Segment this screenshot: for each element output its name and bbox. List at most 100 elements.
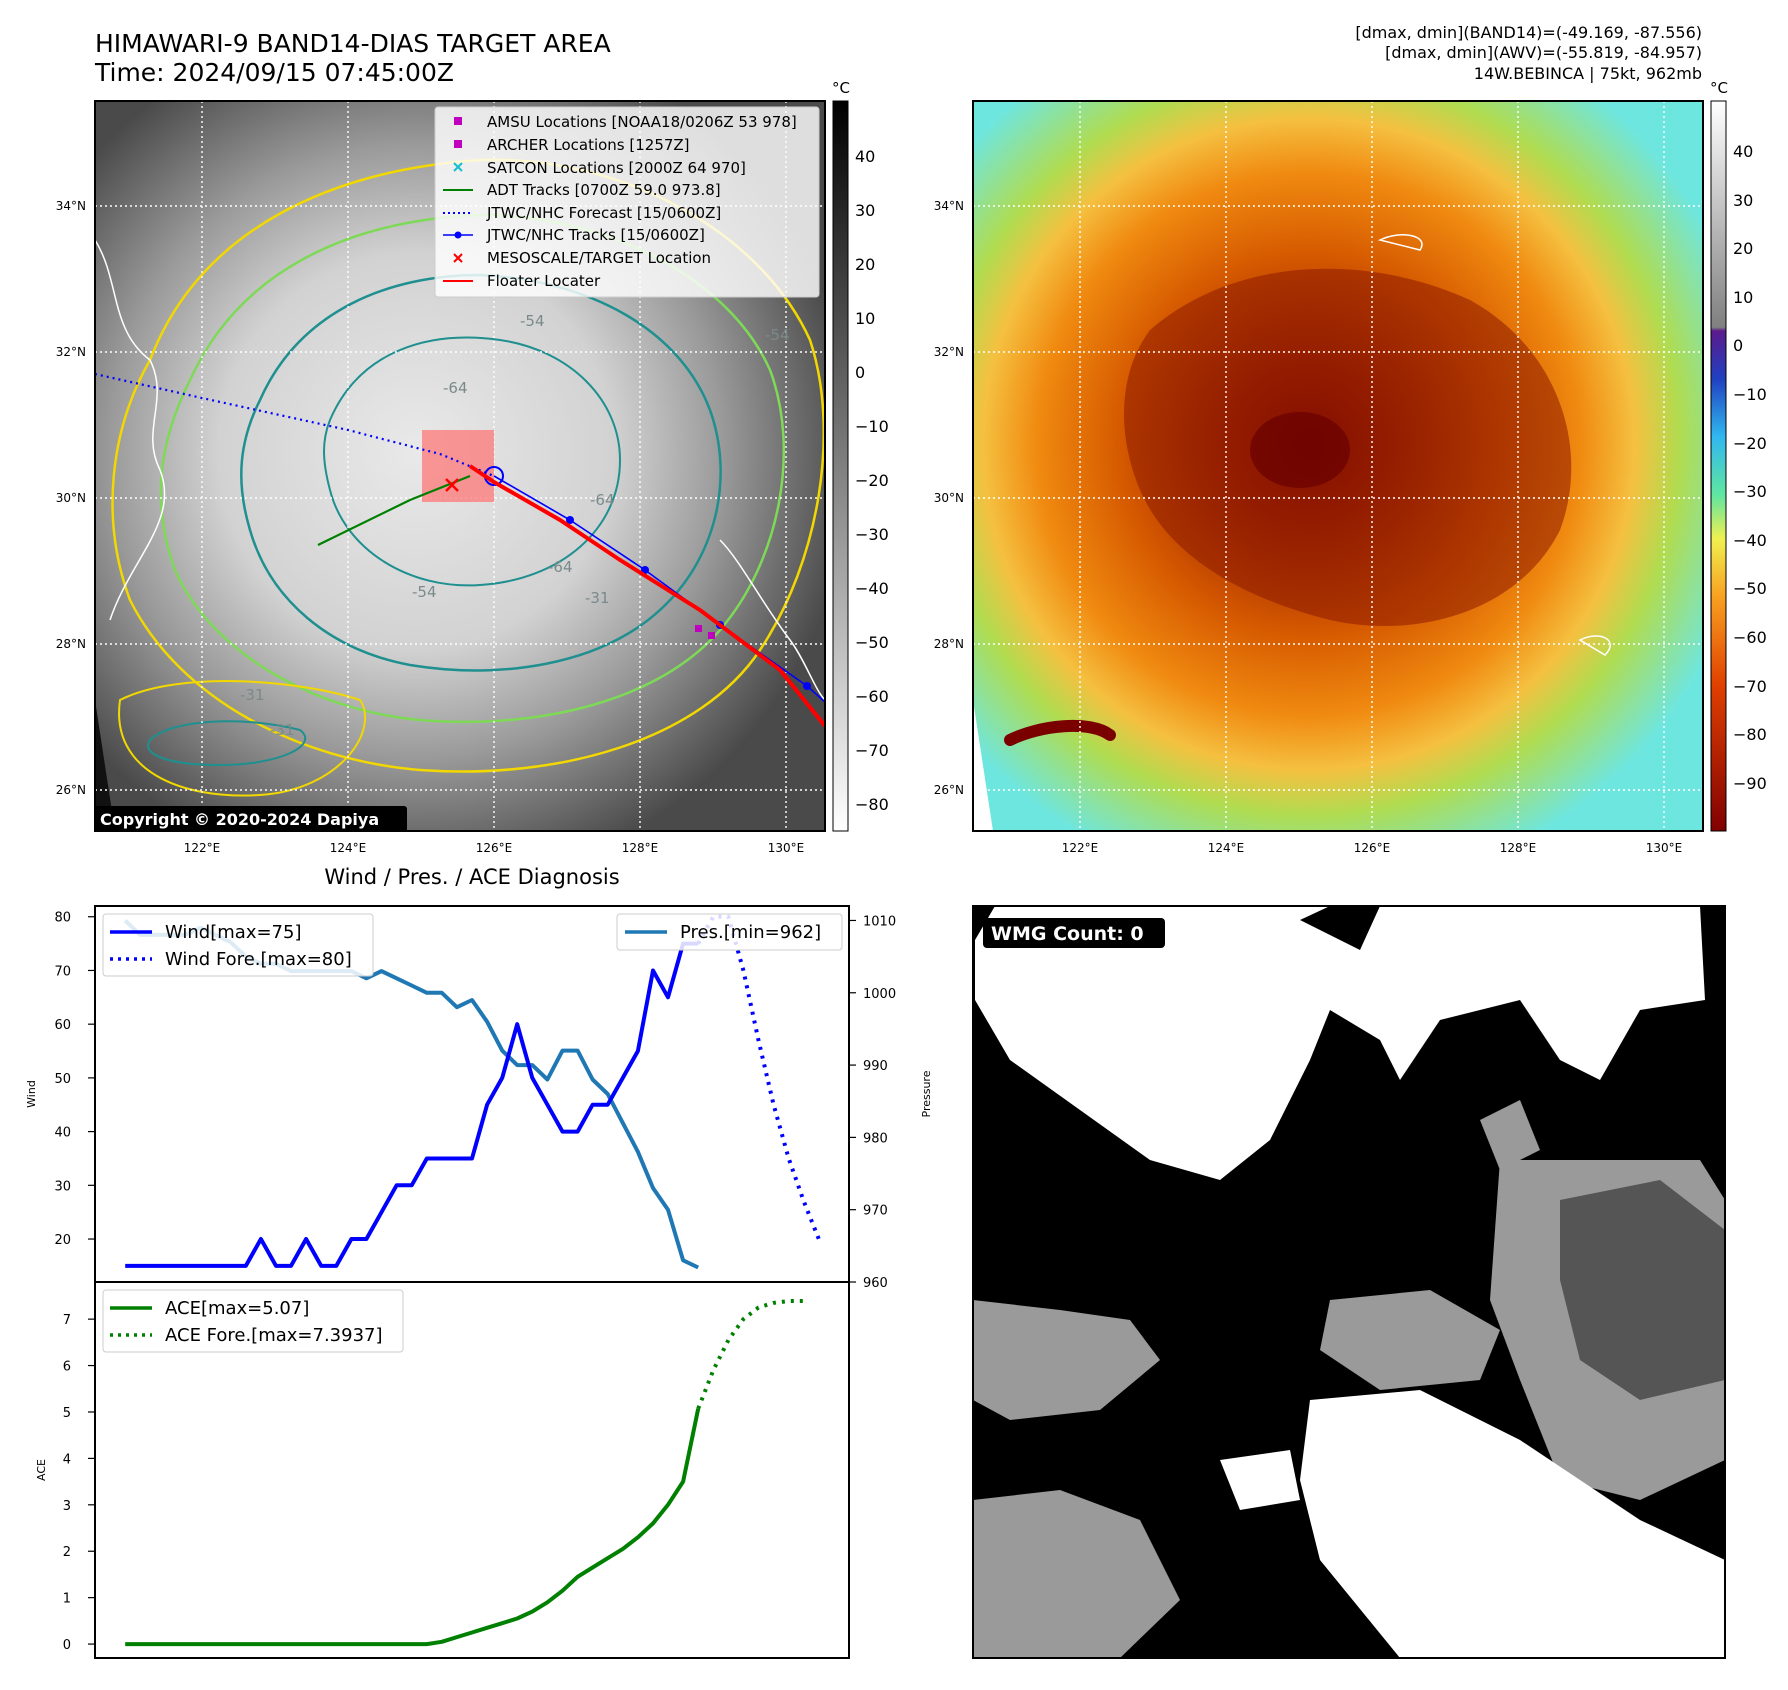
lat-label: 30°N: [56, 491, 86, 505]
tick-label: 970: [863, 1204, 888, 1219]
svg-text:-54: -54: [765, 326, 790, 344]
svg-text:-54: -54: [520, 312, 545, 330]
svg-text:−60: −60: [1733, 628, 1767, 647]
svg-text:−90: −90: [1733, 774, 1767, 793]
map-legend: AMSU Locations [NOAA18/0206Z 53 978] ARC…: [434, 106, 820, 298]
svg-text:−50: −50: [1733, 579, 1767, 598]
wmg-warm-region-south: [1300, 1390, 1725, 1658]
ace-fore-legend-label: ACE Fore.[max=7.3937]: [165, 1325, 383, 1346]
ace-legend: ACE[max=5.07] ACE Fore.[max=7.3937]: [102, 1289, 404, 1353]
wind-legend-label: Wind[max=75]: [165, 922, 302, 943]
legend-entry-archer: ARCHER Locations [1257Z]: [454, 136, 690, 154]
legend-label: MESOSCALE/TARGET Location: [487, 249, 711, 267]
ace-axis-ticks: 0 1 2 3 4 5 6 7: [63, 1313, 95, 1653]
mesoscale-target-marker: [445, 478, 459, 492]
wmg-mid-patch: [1480, 1100, 1540, 1170]
wmg-mid-region-center: [1320, 1290, 1500, 1390]
svg-text:-64: -64: [548, 558, 573, 576]
svg-text:-31: -31: [240, 686, 265, 704]
pressure-legend-box: [616, 913, 843, 951]
legend-label: ARCHER Locations [1257Z]: [487, 136, 690, 154]
legend-label: ADT Tracks [0700Z 59.0 973.8]: [487, 181, 721, 199]
enhanced-map-panel: 34°N 32°N 30°N 28°N 26°N 122°E 124°E 126…: [934, 79, 1767, 855]
ir-lon-labels: 122°E 124°E 126°E 128°E 130°E: [184, 841, 805, 855]
pressure-axis-ticks: 960 970 980 990 1000 1010: [849, 914, 896, 1291]
svg-text:20: 20: [855, 255, 875, 274]
lon-label: 128°E: [622, 841, 659, 855]
svg-text:30: 30: [1733, 191, 1753, 210]
lat-label: 28°N: [934, 637, 964, 651]
lon-label: 122°E: [1062, 841, 1099, 855]
wmg-cold-notch: [1300, 906, 1380, 950]
svg-text:10: 10: [1733, 288, 1753, 307]
legend-label: JTWC/NHC Forecast [15/0600Z]: [486, 204, 721, 222]
tick-label: 3: [63, 1499, 71, 1514]
lon-label: 122°E: [184, 841, 221, 855]
ir-map-frame: [94, 100, 826, 832]
lat-label: 32°N: [56, 345, 86, 359]
tick-label: 60: [54, 1018, 71, 1033]
diagnosis-title: Wind / Pres. / ACE Diagnosis: [324, 865, 619, 889]
copyright-text: Copyright © 2020-2024 Dapiya: [100, 810, 379, 829]
legend-label: SATCON Locations [2000Z 64 970]: [487, 159, 746, 177]
svg-text:−70: −70: [855, 741, 889, 760]
legend-entry-amsu: AMSU Locations [NOAA18/0206Z 53 978]: [454, 113, 797, 131]
svg-text:-64: -64: [590, 491, 615, 509]
contour-teal-inner: [323, 336, 622, 587]
tick-label: 1010: [863, 914, 896, 929]
lat-label: 34°N: [934, 199, 964, 213]
amsu-marker: [695, 625, 702, 632]
lon-label: 126°E: [1354, 841, 1391, 855]
stat-band14: [dmax, dmin](BAND14)=(-49.169, -87.556): [1355, 23, 1702, 42]
svg-text:−50: −50: [855, 633, 889, 652]
legend-dot-icon: [454, 231, 462, 239]
lat-label: 32°N: [934, 345, 964, 359]
svg-text:-31: -31: [270, 721, 295, 739]
pressure-legend: Pres.[min=962]: [616, 913, 843, 951]
tick-label: 20: [54, 1233, 71, 1248]
wmg-frame: [972, 905, 1726, 1659]
lat-label: 28°N: [56, 637, 86, 651]
enh-map-frame: [972, 100, 1704, 832]
wmg-count-box: [983, 918, 1165, 948]
enh-colorbar-ticks: 40 30 20 10 0 −10 −20 −30 −40 −50 −60 −7…: [1733, 142, 1767, 793]
legend-square-icon: [454, 117, 462, 125]
ace-axis-label: ACE: [35, 1459, 48, 1481]
coastline-west: [95, 239, 166, 621]
wind-legend: Wind[max=75] Wind Fore.[max=80]: [102, 913, 374, 977]
legend-entry-floater: Floater Locater: [443, 272, 601, 290]
ace-legend-box: [102, 1289, 404, 1353]
svg-text:-54: -54: [412, 583, 437, 601]
enh-eye-region: [1250, 412, 1350, 488]
wmg-mid-region-southwest: [973, 1490, 1180, 1658]
wmg-panel: WMG Count: 0: [972, 905, 1726, 1659]
tick-label: 1: [63, 1592, 71, 1607]
wmg-count-label: WMG Count: 0: [991, 923, 1144, 945]
legend-entry-jtwc-forecast: JTWC/NHC Forecast [15/0600Z]: [443, 204, 721, 222]
lon-label: 130°E: [1646, 841, 1683, 855]
legend-label: Floater Locater: [487, 272, 601, 290]
figure-time: Time: 2024/09/15 07:45:00Z: [94, 58, 454, 87]
tick-label: 6: [63, 1360, 71, 1375]
wind-axis-ticks: 20 30 40 50 60 70 80: [54, 911, 95, 1248]
tick-label: 4: [63, 1452, 71, 1467]
enh-lat-labels: 34°N 32°N 30°N 28°N 26°N: [934, 199, 964, 797]
tick-label: 7: [63, 1313, 71, 1328]
no-data-corner: [95, 700, 115, 831]
wind-fore-legend-label: Wind Fore.[max=80]: [165, 949, 352, 970]
svg-text:−60: −60: [855, 687, 889, 706]
wind-pressure-chart: 20 30 40 50 60 70 80 960 970 980 990 1000 1010 Wind…: [25, 905, 933, 1291]
ace-chart: 0 1 2 3 4 5 6 7 ACE ACE[max=5.07] ACE Fore.[max…: [35, 1281, 850, 1659]
enh-band-south: [1004, 720, 1116, 746]
svg-text:−20: −20: [1733, 434, 1767, 453]
tick-label: 5: [63, 1406, 71, 1421]
contour-labels: -64 -64 -54 -54 -64 -31 -31 -54 -31: [240, 312, 790, 739]
stat-storm: 14W.BEBINCA | 75kt, 962mb: [1474, 64, 1702, 83]
lat-label: 34°N: [56, 199, 86, 213]
lon-label: 128°E: [1500, 841, 1537, 855]
tick-label: 50: [54, 1072, 71, 1087]
legend-entry-jtwc-tracks: JTWC/NHC Tracks [15/0600Z]: [443, 226, 705, 244]
stat-awv: [dmax, dmin](AWV)=(-55.819, -84.957): [1385, 43, 1702, 62]
wmg-warm-region: [975, 906, 1705, 1180]
